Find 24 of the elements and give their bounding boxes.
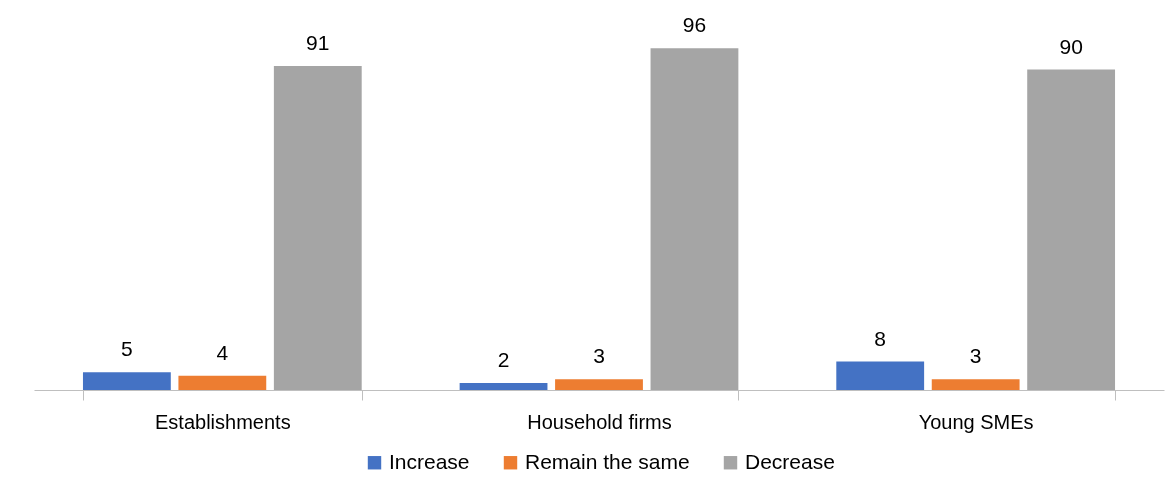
- data-label: 8: [874, 326, 887, 350]
- bar: [273, 66, 362, 390]
- data-label: 3: [593, 344, 605, 368]
- legend-label: Remain the same: [525, 449, 690, 473]
- data-label: 91: [306, 31, 330, 55]
- data-label: 96: [682, 13, 707, 37]
- data-label: 3: [969, 344, 982, 368]
- bar: [931, 379, 1020, 390]
- bar: [178, 375, 267, 390]
- data-label: 5: [121, 337, 133, 361]
- legend-label: Increase: [389, 449, 470, 473]
- bar: [555, 379, 643, 390]
- legend-label: Decrease: [745, 449, 835, 473]
- bar: [459, 382, 548, 390]
- bar: [82, 372, 171, 390]
- bar: [836, 361, 925, 390]
- data-label: 90: [1059, 34, 1083, 58]
- data-label: 2: [497, 347, 510, 371]
- bar: [650, 48, 739, 390]
- data-label: 4: [216, 340, 229, 364]
- bar: [1027, 69, 1116, 390]
- x-tick-label: Young SMEs: [918, 410, 1034, 433]
- x-tick-label: Household firms: [527, 410, 672, 433]
- x-tick-label: Establishments: [155, 410, 291, 433]
